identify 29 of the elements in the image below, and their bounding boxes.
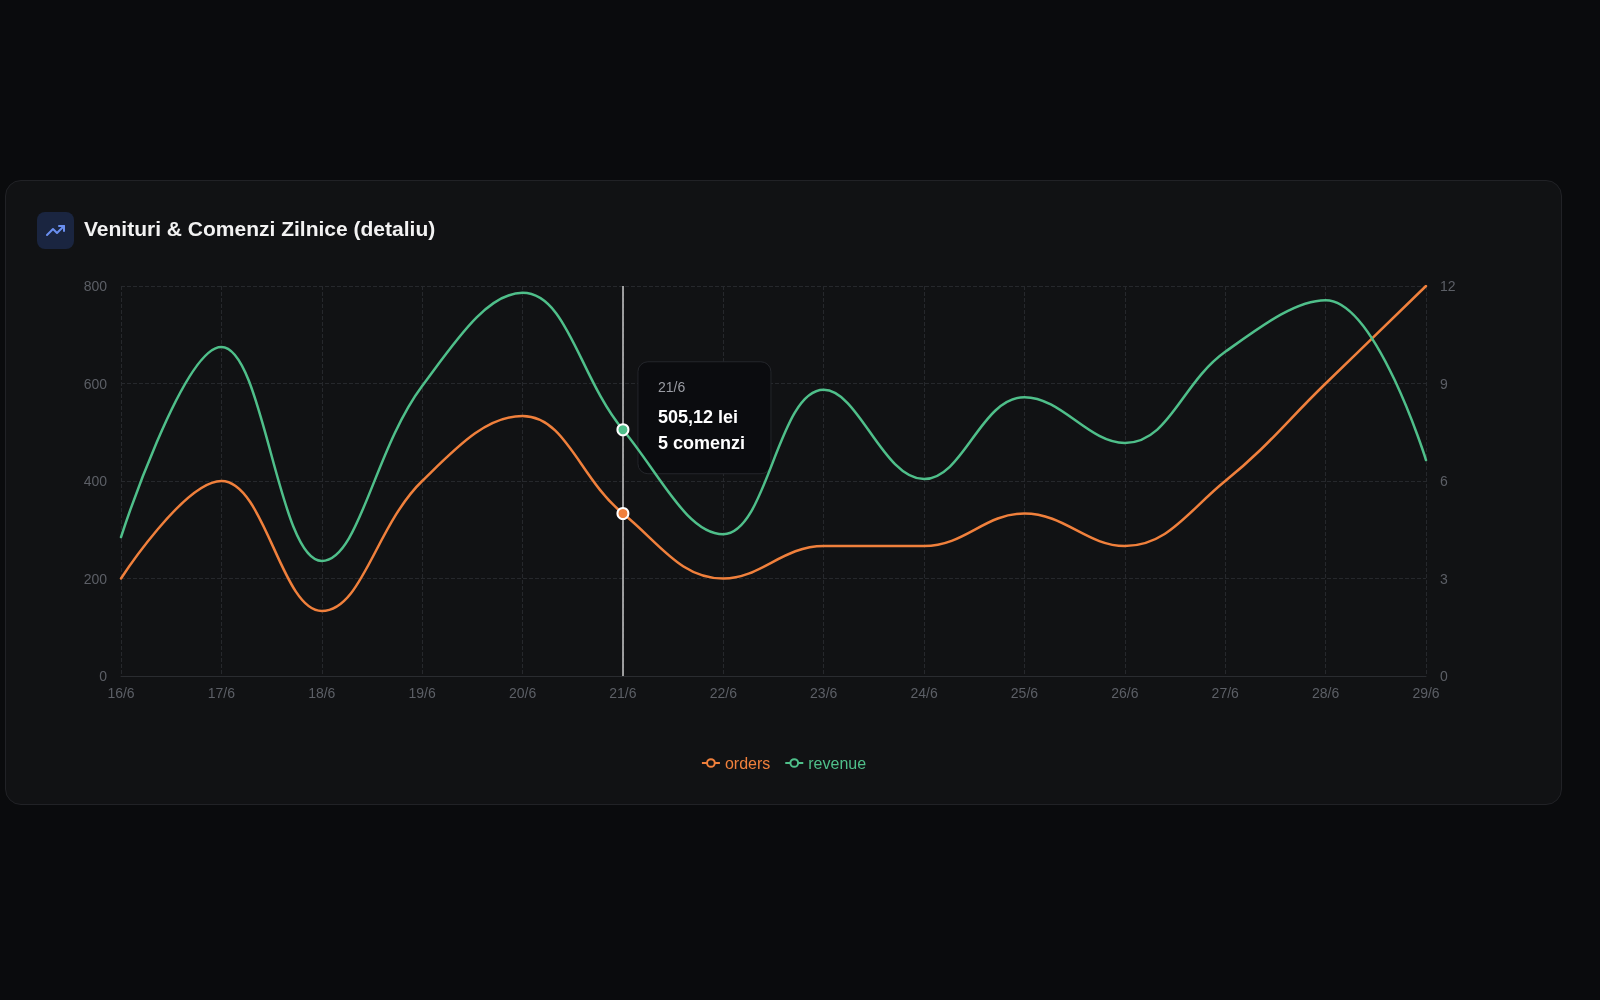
y2-tick-label: 12 [1440, 278, 1456, 294]
y-tick-label: 0 [99, 668, 108, 684]
y-tick-label: 400 [83, 473, 108, 489]
annotation: 21/6 505,12 lei 5 comenzi [657, 378, 745, 453]
x-tick-label: 22/6 [709, 685, 738, 701]
x-tick-label: 26/6 [1111, 685, 1139, 701]
line-series [119, 291, 1428, 563]
y-tick-label: 200 [83, 570, 108, 587]
y2-tick-label: 0 [1440, 668, 1448, 684]
y2-tick-label: 6 [1440, 473, 1448, 489]
y-tick-label: 800 [83, 278, 108, 294]
x-tick-label: 17/6 [207, 685, 236, 701]
x-tick-label: 28/6 [1311, 685, 1340, 701]
x-tick-label: 20/6 [508, 685, 537, 701]
x-tick-label: 23/6 [810, 685, 838, 701]
x-tick-label: 16/6 [107, 685, 135, 701]
y2-tick-label: 9 [1440, 375, 1448, 392]
legend-label: orders [724, 754, 771, 772]
x-tick-label: 19/6 [408, 685, 436, 701]
y-tick-label: 600 [83, 375, 108, 392]
x-tick-label: 27/6 [1211, 685, 1240, 701]
y2-tick-label: 3 [1440, 570, 1448, 587]
x-tick-label: 29/6 [1412, 685, 1440, 701]
legend-label: revenue [808, 754, 867, 772]
x-tick-label: 21/6 [609, 685, 637, 701]
chart-title: Venituri & Comenzi Zilnice (detaliu) [84, 217, 436, 241]
x-tick-label: 24/6 [910, 685, 938, 701]
x-tick-label: 18/6 [308, 685, 336, 701]
x-tick-label: 25/6 [1010, 685, 1039, 701]
